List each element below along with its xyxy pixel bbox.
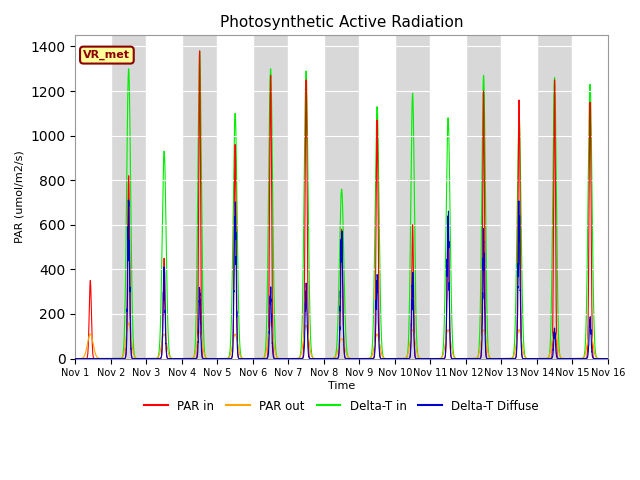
Y-axis label: PAR (umol/m2/s): PAR (umol/m2/s) xyxy=(15,151,25,243)
Bar xyxy=(289,36,324,359)
Bar xyxy=(147,36,182,359)
Bar xyxy=(218,36,253,359)
Bar xyxy=(76,36,111,359)
Bar xyxy=(430,36,466,359)
X-axis label: Time: Time xyxy=(328,381,355,391)
Title: Photosynthetic Active Radiation: Photosynthetic Active Radiation xyxy=(220,15,463,30)
Text: VR_met: VR_met xyxy=(83,50,131,60)
Bar xyxy=(359,36,395,359)
Bar xyxy=(572,36,608,359)
Legend: PAR in, PAR out, Delta-T in, Delta-T Diffuse: PAR in, PAR out, Delta-T in, Delta-T Dif… xyxy=(140,395,543,417)
Bar xyxy=(501,36,537,359)
